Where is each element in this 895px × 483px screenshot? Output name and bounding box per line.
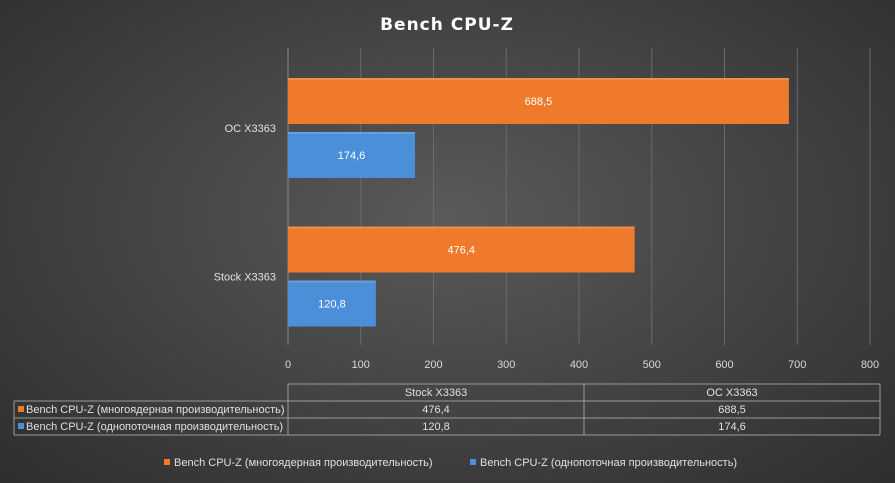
category-labels: OC X3363 Stock X3363: [214, 123, 276, 284]
x-tick-label: 700: [788, 359, 806, 371]
bar-highlight: [288, 226, 635, 229]
table-legend-key: [18, 406, 24, 412]
bar-highlight: [288, 132, 416, 134]
bars: 688,5 174,6 476,4 120,8: [288, 78, 789, 327]
data-table: Stock X3363 OC X3363 Bench CPU-Z (многояде…: [13, 383, 881, 436]
table-row-label: Bench CPU-Z (однопоточная производительн…: [26, 421, 283, 433]
x-tick-label: 0: [285, 359, 291, 371]
x-tick-label: 800: [861, 359, 879, 371]
legend-swatch: [470, 459, 476, 465]
table-row-label: Bench CPU-Z (многоядерная производительн…: [26, 404, 285, 416]
x-tick-label: 500: [643, 359, 661, 371]
table-cell: 120,8: [422, 421, 450, 433]
table-legend-key: [18, 423, 24, 429]
table-column-header: Stock X3363: [405, 387, 467, 399]
legend: Bench CPU-Z (многоядерная производительн…: [164, 457, 737, 469]
bar-data-label: 476,4: [448, 245, 476, 257]
table-column-header: OC X3363: [706, 387, 757, 399]
bar-highlight: [288, 78, 789, 80]
category-label: OC X3363: [225, 123, 276, 135]
bar-data-label: 688,5: [525, 96, 553, 108]
x-tick-label: 300: [497, 359, 515, 371]
table-cell: 688,5: [718, 404, 746, 416]
bar: [288, 280, 376, 327]
bar-data-label: 174,6: [338, 150, 366, 162]
x-tick-label: 600: [715, 359, 733, 371]
chart-title: Bench CPU-Z: [380, 15, 514, 35]
table-cell: 476,4: [422, 404, 450, 416]
x-tick-label: 400: [570, 359, 588, 371]
legend-entry: Bench CPU-Z (однопоточная производительн…: [480, 457, 737, 469]
bar: [288, 226, 635, 273]
x-tick-label: 200: [424, 359, 442, 371]
bar: [288, 78, 789, 124]
category-label: Stock X3363: [214, 272, 276, 284]
x-tick-labels: 0 100 200 300 400 500 600 700 800: [285, 359, 879, 371]
legend-entry: Bench CPU-Z (многоядерная производительн…: [174, 457, 433, 469]
bar-highlight: [288, 280, 376, 283]
bar: [288, 132, 416, 178]
legend-swatch: [164, 459, 170, 465]
x-tick-label: 100: [352, 359, 370, 371]
bar-data-label: 120,8: [318, 299, 346, 311]
table-cell: 174,6: [718, 421, 746, 433]
